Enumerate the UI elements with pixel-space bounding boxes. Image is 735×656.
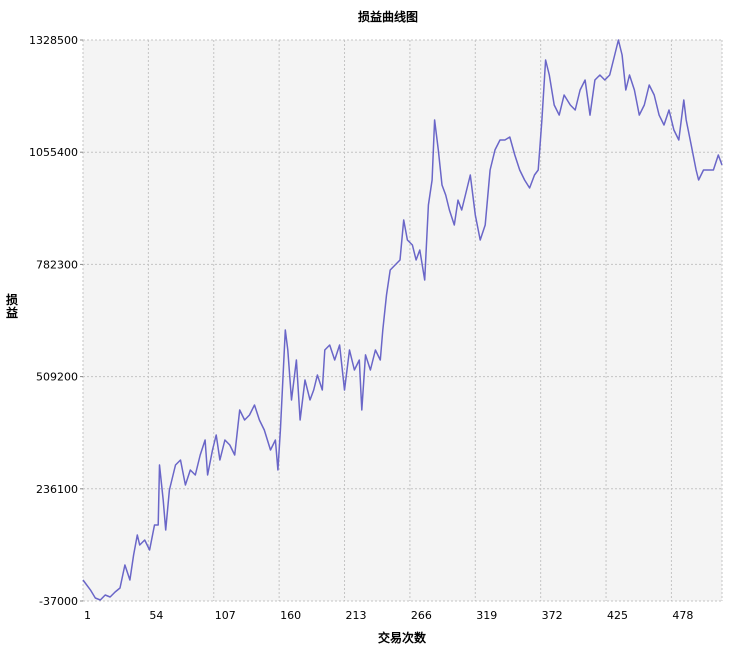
chart-title: 损益曲线图 <box>358 9 418 24</box>
x-tick-label: 107 <box>215 609 236 622</box>
series-line-pnl <box>82 39 723 601</box>
y-axis-label-char: 损 <box>6 292 18 307</box>
x-axis-label: 交易次数 <box>378 630 427 645</box>
x-tick-label: 372 <box>542 609 563 622</box>
x-tick-label: 266 <box>411 609 432 622</box>
y-axis-label-char: 益 <box>6 305 18 320</box>
plot-area <box>83 40 722 601</box>
x-tick-label: 160 <box>280 609 301 622</box>
x-tick-label: 319 <box>476 609 497 622</box>
y-tick-labels: -37000 236100 509200 782300 1055400 1328500 <box>29 34 78 608</box>
x-tick-label: 213 <box>346 609 367 622</box>
x-tick-label: 54 <box>149 609 163 622</box>
y-tick-label: 509200 <box>36 371 78 384</box>
x-tick-label: 425 <box>607 609 628 622</box>
y-tick-label: 1055400 <box>29 146 78 159</box>
y-tick-label: 236100 <box>36 483 78 496</box>
y-tick-label: 782300 <box>36 258 78 271</box>
y-tick-label: 1328500 <box>29 34 78 47</box>
grid <box>80 39 723 602</box>
x-tick-label: 478 <box>672 609 693 622</box>
x-tick-label: 1 <box>84 609 91 622</box>
y-tick-label: -37000 <box>39 595 78 608</box>
y-axis-label: 损益 <box>6 292 18 320</box>
x-tick-labels: 1 54 107 160 213 266 319 372 425 478 <box>84 609 693 622</box>
